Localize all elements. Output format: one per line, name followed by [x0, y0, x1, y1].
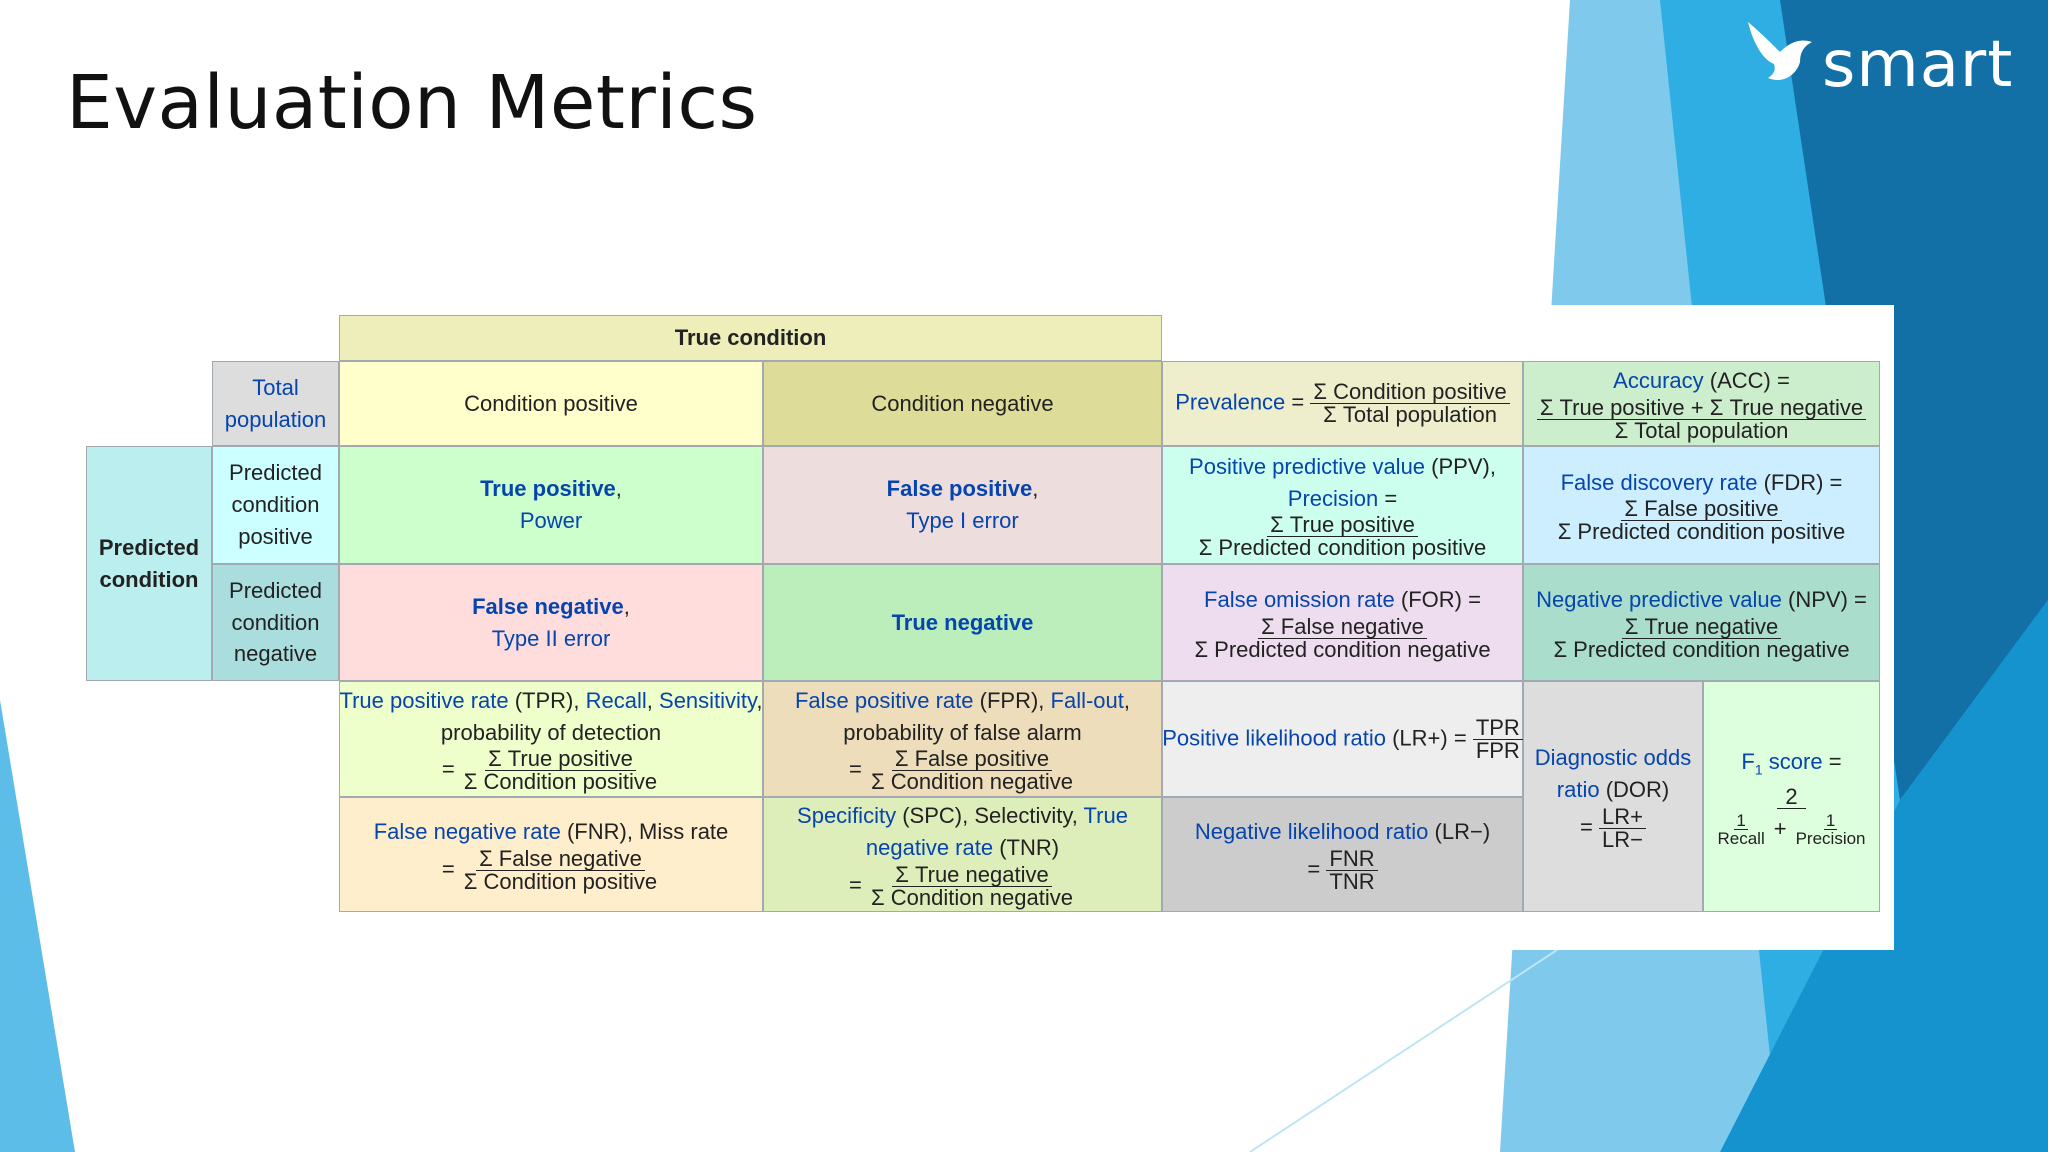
ppv-fraction: Σ True positive Σ Predicted condition po… — [1198, 512, 1487, 561]
precision-link[interactable]: Precision — [1287, 485, 1379, 511]
tpr-fraction: Σ True positive Σ Condition positive — [463, 746, 658, 795]
lr-positive-cell: Positive likelihood ratio (LR+) = TPR FP… — [1162, 681, 1523, 797]
false-negative-cell: False negative, Type II error — [339, 564, 763, 681]
condition-negative-header: Condition negative — [763, 361, 1162, 446]
false-positive-cell: False positive, Type I error — [763, 446, 1162, 564]
f1-score-cell: F1 score = 2 1 Recall + 1 Precision — [1703, 681, 1880, 912]
tpr-link[interactable]: True positive rate — [339, 687, 509, 713]
npv-fraction: Σ True negative Σ Predicted condition ne… — [1553, 613, 1850, 662]
bg-shape-right-deep — [1780, 0, 2048, 800]
lr-negative-cell: Negative likelihood ratio (LR−) = FNR TN… — [1162, 797, 1523, 912]
sensitivity-link[interactable]: Sensitivity — [659, 687, 757, 713]
fnr-cell: False negative rate (FNR), Miss rate = Σ… — [339, 797, 763, 912]
f1-precision-term: 1 Precision — [1795, 810, 1866, 848]
fall-out-link[interactable]: Fall-out — [1050, 687, 1124, 713]
true-negative-link[interactable]: True negative — [891, 609, 1034, 635]
predicted-positive-header: Predicted condition positive — [212, 446, 339, 564]
lr-negative-fraction: FNR TNR — [1326, 847, 1378, 893]
false-negative-link[interactable]: False negative — [472, 593, 624, 619]
tnr-link[interactable]: True — [1083, 803, 1128, 829]
predicted-negative-header: Predicted condition negative — [212, 564, 339, 681]
for-link[interactable]: False omission rate — [1204, 587, 1395, 613]
f1-fraction: 2 1 Recall + 1 Precision — [1711, 785, 1871, 848]
accuracy-link[interactable]: Accuracy — [1613, 368, 1704, 394]
fdr-cell: False discovery rate (FDR) = Σ False pos… — [1523, 446, 1880, 564]
predicted-condition-header: Predicted condition — [86, 446, 212, 681]
fdr-fraction: Σ False positive Σ Predicted condition p… — [1557, 496, 1846, 545]
for-cell: False omission rate (FOR) = Σ False nega… — [1162, 564, 1523, 681]
specificity-link[interactable]: Specificity — [797, 803, 897, 829]
bg-shape-left-bottom — [0, 700, 75, 1152]
dor-fraction: LR+ LR− — [1599, 805, 1646, 851]
specificity-cell: Specificity (SPC), Selectivity, True neg… — [763, 797, 1162, 912]
bg-thin-line — [1249, 947, 1561, 1152]
condition-positive-header: Condition positive — [339, 361, 763, 446]
npv-cell: Negative predictive value (NPV) = Σ True… — [1523, 564, 1880, 681]
ppv-link[interactable]: Positive predictive value — [1189, 453, 1426, 479]
npv-link[interactable]: Negative predictive value — [1536, 587, 1782, 613]
total-population-cell[interactable]: Total population — [212, 361, 339, 446]
true-negative-cell: True negative — [763, 564, 1162, 681]
tpr-cell: True positive rate (TPR), Recall, Sensit… — [339, 681, 763, 797]
ppv-cell: Positive predictive value (PPV), Precisi… — [1162, 446, 1523, 564]
prevalence-fraction: Σ Condition positive Σ Total population — [1310, 381, 1510, 426]
fdr-link[interactable]: False discovery rate — [1560, 469, 1758, 495]
prevalence-link[interactable]: Prevalence — [1175, 389, 1286, 415]
power-link[interactable]: Power — [519, 508, 583, 533]
lr-positive-link[interactable]: Positive likelihood ratio — [1162, 724, 1386, 750]
true-condition-header: True condition — [339, 315, 1162, 361]
true-positive-link[interactable]: True positive — [480, 476, 616, 502]
slide-title: Evaluation Metrics — [66, 60, 758, 146]
f1-recall-term: 1 Recall — [1717, 810, 1765, 848]
f1-score-link[interactable]: F1 score — [1741, 749, 1823, 778]
false-positive-link[interactable]: False positive — [886, 476, 1033, 502]
bird-icon — [1748, 22, 1812, 81]
dor-link[interactable]: Diagnostic odds — [1534, 745, 1692, 771]
recall-link[interactable]: Recall — [585, 687, 647, 713]
fpr-fraction: Σ False positive Σ Condition negative — [871, 746, 1073, 795]
fpr-link[interactable]: False positive rate — [794, 687, 974, 713]
type-i-error-link[interactable]: Type I error — [906, 508, 1019, 533]
fpr-cell: False positive rate (FPR), Fall-out, pro… — [763, 681, 1162, 797]
for-fraction: Σ False negative Σ Predicted condition n… — [1194, 613, 1491, 662]
accuracy-cell: Accuracy (ACC) = Σ True positive + Σ Tru… — [1523, 361, 1880, 446]
specificity-fraction: Σ True negative Σ Condition negative — [871, 861, 1073, 910]
logo-text: smart — [1822, 28, 2014, 102]
lr-positive-fraction: TPR FPR — [1472, 716, 1523, 762]
prevalence-cell: Prevalence = Σ Condition positive Σ Tota… — [1162, 361, 1523, 446]
fnr-fraction: Σ False negative Σ Condition positive — [463, 845, 658, 894]
accuracy-fraction: Σ True positive + Σ True negative Σ Tota… — [1536, 396, 1867, 442]
dor-cell: Diagnostic odds ratio (DOR) = LR+ LR− — [1523, 681, 1703, 912]
smart-logo: smart — [1740, 12, 2030, 102]
true-positive-cell: True positive, Power — [339, 446, 763, 564]
type-ii-error-link[interactable]: Type II error — [491, 625, 611, 651]
lr-negative-link[interactable]: Negative likelihood ratio — [1194, 819, 1429, 845]
fnr-link[interactable]: False negative rate — [373, 819, 561, 845]
